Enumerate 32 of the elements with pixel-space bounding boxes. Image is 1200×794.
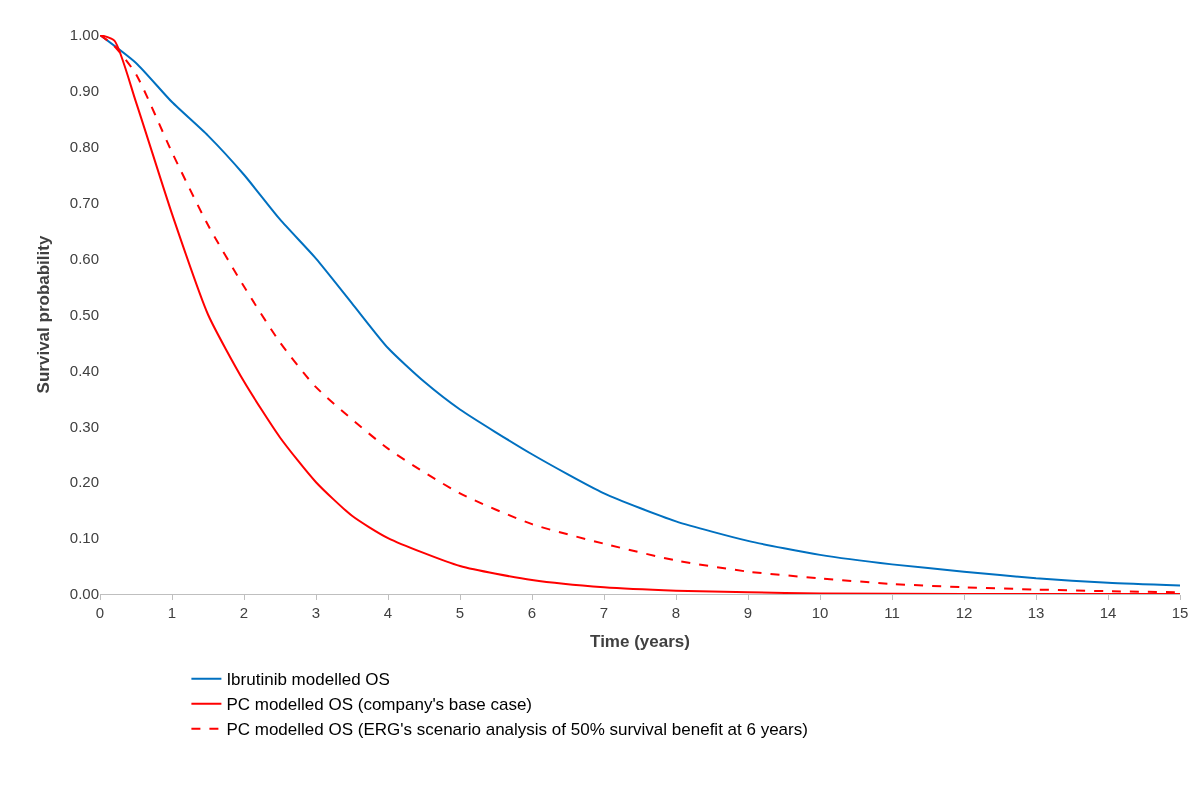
x-tick-label: 15 [1171,604,1189,621]
y-axis-title: Survival probability [34,235,54,394]
x-tick-label: 11 [884,604,900,621]
x-tick-label: 14 [1099,604,1117,621]
y-tick-label: 0.50 [69,305,99,323]
x-tick-label: 5 [455,604,465,621]
x-tick-label: 2 [239,604,249,621]
x-tick-label: 7 [599,604,609,621]
x-tick-label: 0 [95,604,105,621]
x-tick-label: 1 [167,604,177,621]
legend-label: PC modelled OS (ERG's scenario analysis of 50% survival benefit at 6 years) [226,720,808,740]
y-tick-label: 0.10 [69,529,99,547]
legend-label: PC modelled OS (company's base case) [226,695,533,715]
x-tick-label: 3 [311,604,321,621]
y-tick-label: 0.70 [69,193,99,211]
x-tick-label: 4 [383,604,393,621]
x-tick-label: 13 [1027,604,1045,621]
y-tick-label: 0.90 [69,82,99,100]
x-tick-label: 10 [811,604,829,621]
x-tick-label: 8 [671,604,681,621]
y-tick-label: 1.00 [69,26,99,44]
y-tick-label: 0.40 [69,361,99,379]
x-tick-label: 12 [955,604,973,621]
y-tick-label: 0.60 [69,249,99,267]
x-axis-title: Time (years) [590,632,690,652]
y-tick-label: 0.20 [69,473,99,491]
y-tick-label: 0.30 [69,417,99,435]
x-tick-label: 6 [527,604,537,621]
y-tick-label: 0.00 [69,585,99,603]
y-tick-label: 0.80 [69,138,99,156]
legend-label: Ibrutinib modelled OS [226,670,390,690]
x-tick-label: 9 [743,604,753,621]
